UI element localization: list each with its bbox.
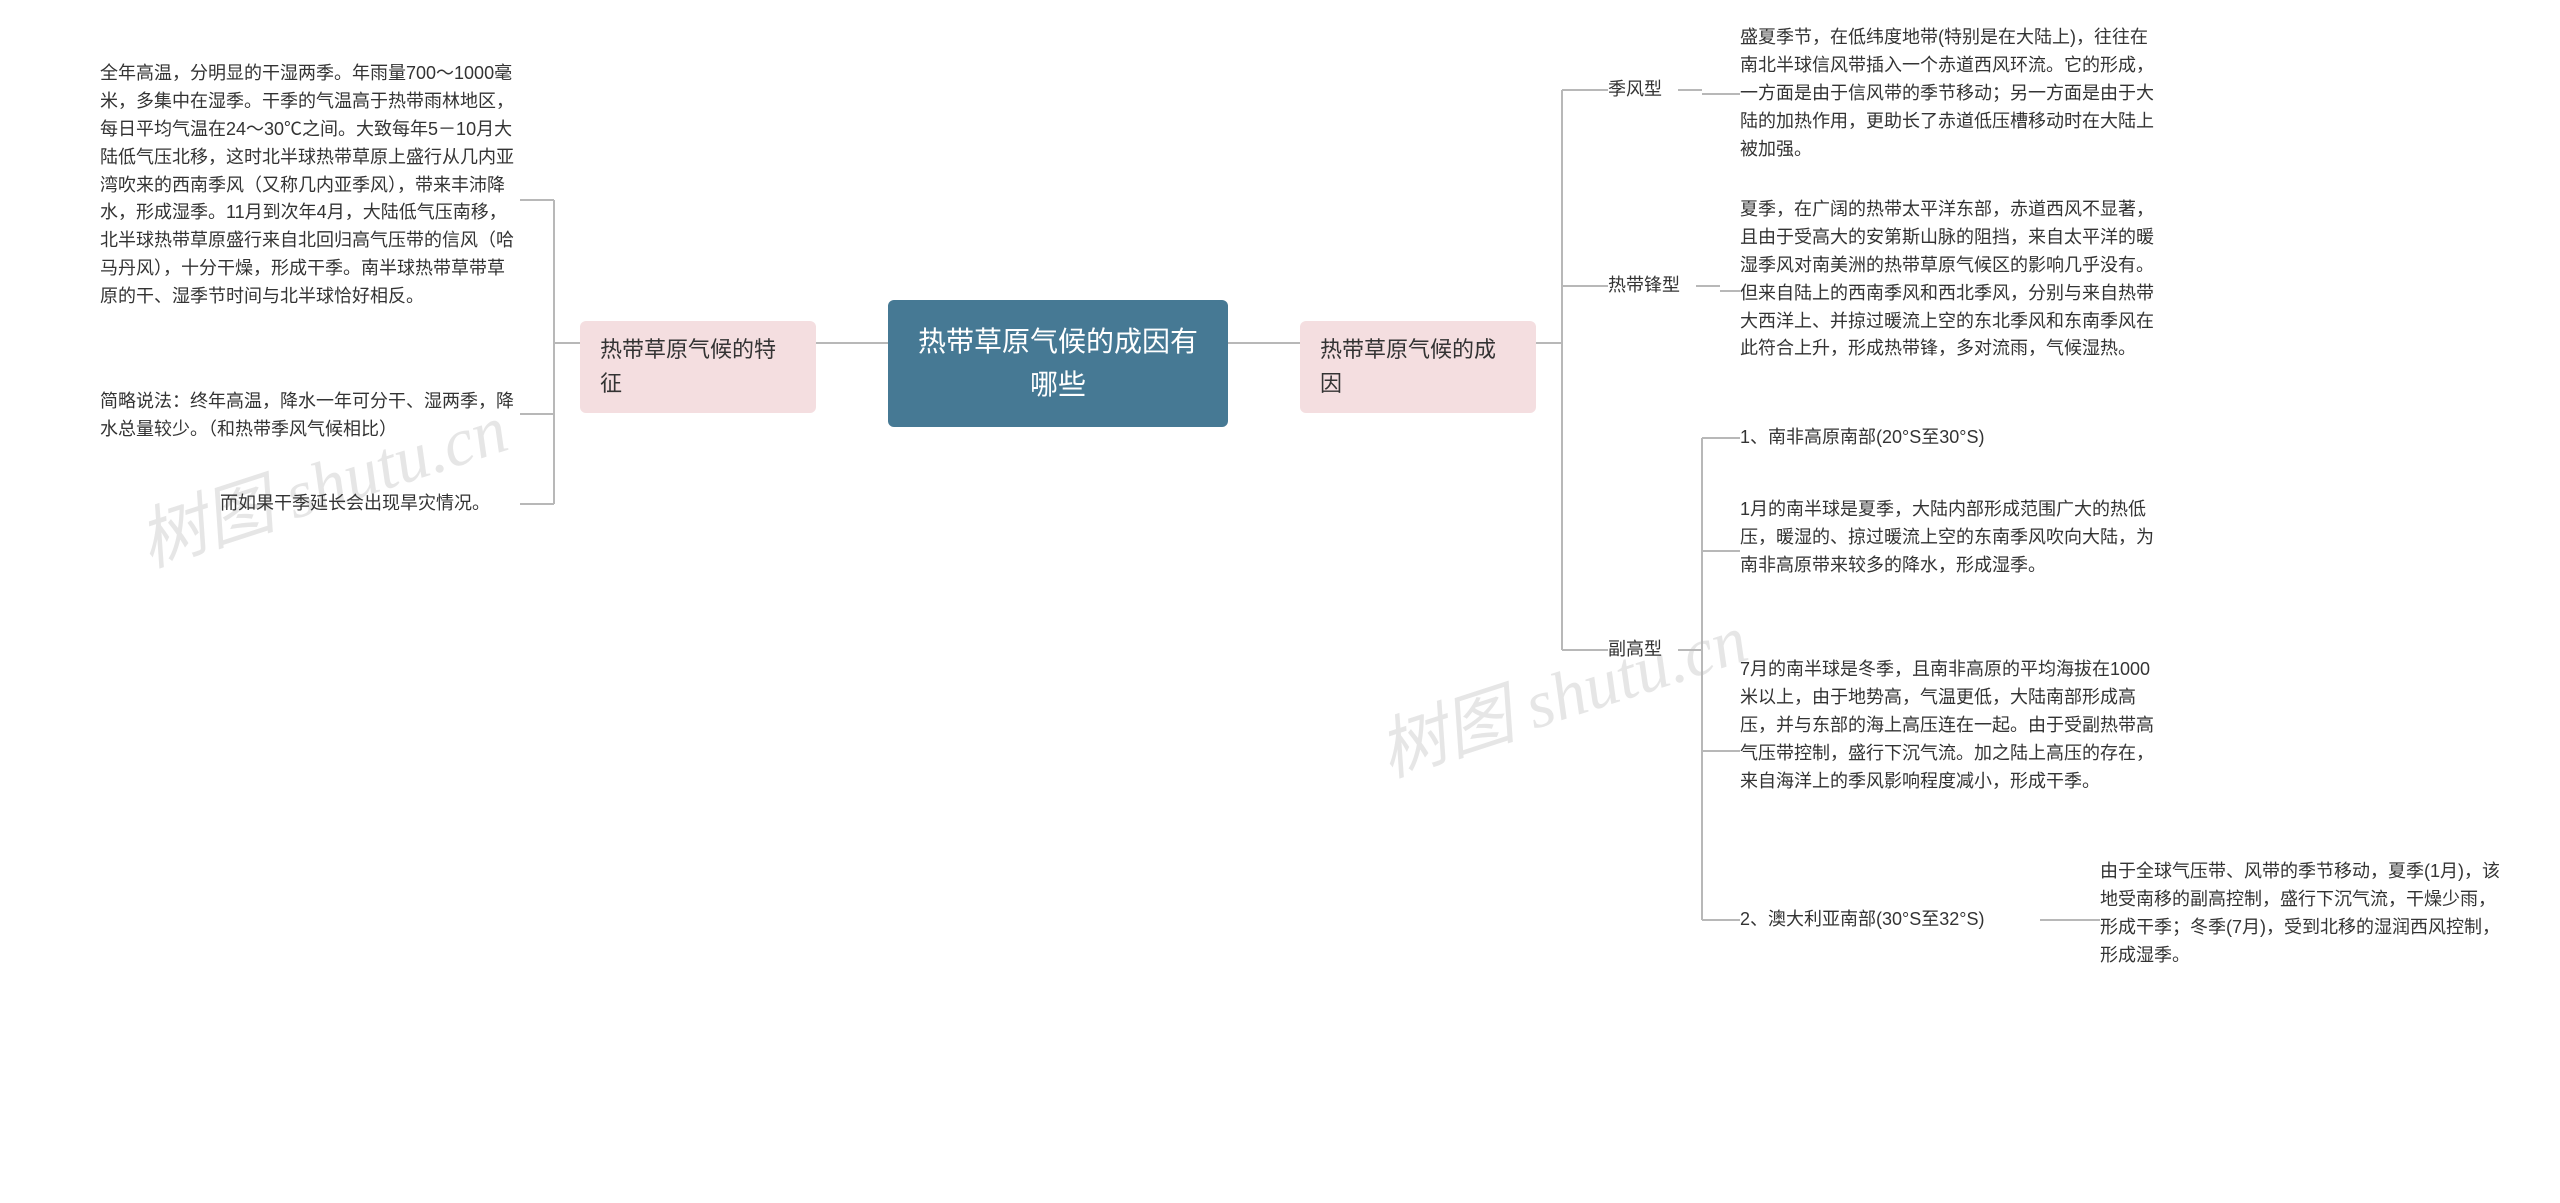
- right-leaf-2-1: 1月的南半球是夏季，大陆内部形成范围广大的热低压，暖湿的、掠过暖流上空的东南季风…: [1740, 496, 2160, 580]
- left-l1-node[interactable]: 热带草原气候的特征: [580, 321, 816, 413]
- left-leaf-0: 全年高温，分明显的干湿两季。年雨量700～1000毫米，多集中在湿季。干季的气温…: [100, 60, 520, 311]
- right-leaf-2-2: 7月的南半球是冬季，且南非高原的平均海拔在1000米以上，由于地势高，气温更低，…: [1740, 656, 2160, 795]
- right-leaf-1-0: 夏季，在广阔的热带太平洋东部，赤道西风不显著，且由于受高大的安第斯山脉的阻挡，来…: [1740, 196, 2160, 363]
- branch-label-front: 热带锋型: [1608, 272, 1696, 300]
- right-leaf-0-0: 盛夏季节，在低纬度地带(特别是在大陆上)，往往在南北半球信风带插入一个赤道西风环…: [1740, 24, 2160, 163]
- watermark: 树图 shutu.cn: [1364, 583, 1757, 795]
- root-node[interactable]: 热带草原气候的成因有哪些: [888, 300, 1228, 427]
- right-leaf-2-3-sub: 由于全球气压带、风带的季节移动，夏季(1月)，该地受南移的副高控制，盛行下沉气流…: [2100, 858, 2500, 970]
- branch-label-subhigh: 副高型: [1608, 636, 1678, 664]
- left-leaf-2: 而如果干季延长会出现旱灾情况。: [220, 490, 520, 518]
- right-leaf-2-0: 1、南非高原南部(20°S至30°S): [1740, 424, 2040, 452]
- right-l1-node[interactable]: 热带草原气候的成因: [1300, 321, 1536, 413]
- branch-label-monsoon: 季风型: [1608, 76, 1678, 104]
- left-leaf-1: 简略说法：终年高温，降水一年可分干、湿两季，降水总量较少。（和热带季风气候相比）: [100, 388, 520, 444]
- right-leaf-2-3: 2、澳大利亚南部(30°S至32°S): [1740, 906, 2040, 934]
